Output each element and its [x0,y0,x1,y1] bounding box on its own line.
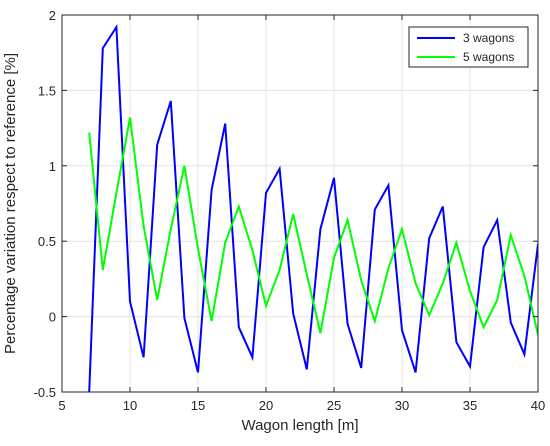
legend: 3 wagons 5 wagons [408,26,529,68]
series-line-3-wagons [88,23,538,392]
legend-box [408,26,529,68]
tick-layer: 5 10 15 20 25 30 35 40 -0.5 0 0.5 1 1.5 2 [34,8,546,413]
x-tick-label: 15 [191,398,205,413]
x-tick-label: 40 [531,398,545,413]
plot-frame [61,14,539,393]
plot-area [62,15,538,392]
x-tick-label: 25 [327,398,341,413]
x-tick-label: 20 [259,398,273,413]
series-layer [88,23,538,392]
x-tick-label: 30 [395,398,409,413]
y-tick-label: 1 [49,159,56,174]
x-axis-label: Wagon length [m] [241,417,358,434]
y-tick-label: -0.5 [34,385,56,400]
series-line-5-wagons [88,117,538,335]
y-tick-label: 0 [49,310,56,325]
x-tick-label: 5 [58,398,65,413]
x-tick-label: 35 [463,398,477,413]
y-axis-label: Percentage variation respect to referenc… [2,53,19,354]
y-tick-label: 1.5 [38,83,56,98]
x-tick-label: 10 [123,398,137,413]
legend-label-3-wagons: 3 wagons [463,31,514,45]
legend-label-5-wagons: 5 wagons [463,50,514,64]
y-tick-label: 0.5 [38,234,56,249]
y-tick-label: 2 [49,8,56,23]
